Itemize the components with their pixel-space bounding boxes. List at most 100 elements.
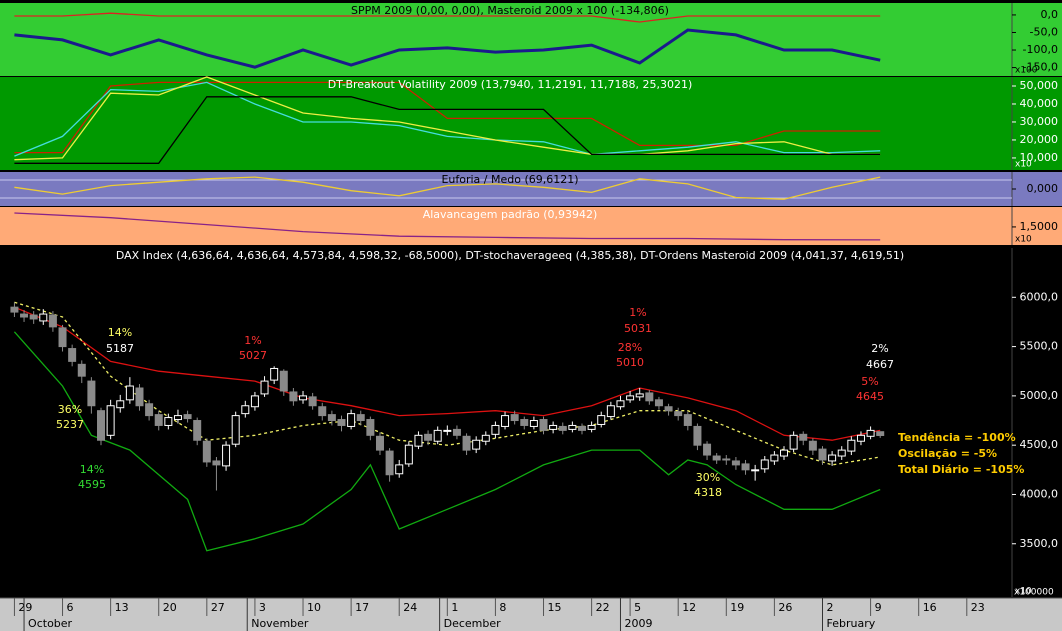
indicator-line — [14, 81, 881, 157]
x-tick-label: 22 — [596, 601, 610, 614]
x-tick-label: 19 — [730, 601, 744, 614]
candle-body — [48, 314, 57, 328]
x-tick-label: 17 — [355, 601, 369, 614]
candle-body — [106, 405, 115, 436]
panel-background — [0, 172, 1062, 206]
x-tick-label: 20 — [163, 601, 177, 614]
candle-body — [520, 419, 529, 426]
axis-multiplier: x10 — [1015, 160, 1032, 170]
y-tick-label: 0,000 — [1027, 182, 1059, 195]
annotation: 4318 — [694, 486, 722, 499]
annotation: 36% — [58, 403, 82, 416]
candle-body — [77, 363, 86, 377]
annotation: 4595 — [78, 478, 106, 491]
candle-body — [193, 420, 202, 441]
y-tick-label: 20,000 — [1020, 133, 1059, 146]
candle-body — [876, 431, 885, 436]
candle-body — [308, 396, 317, 407]
candle-body — [135, 387, 144, 407]
y-tick-label: 40,000 — [1020, 97, 1059, 110]
y-tick-label: 3500,0 — [1020, 537, 1059, 550]
y-tick-label: 5500,0 — [1020, 340, 1059, 353]
panel-background — [0, 77, 1062, 170]
candle-body — [443, 429, 452, 432]
candle-body — [616, 400, 625, 408]
candle-body — [58, 327, 67, 348]
annotation: 2% — [871, 342, 888, 355]
candle-body — [818, 448, 827, 461]
y-tick-label: 0,0 — [1041, 8, 1059, 21]
x-axis-multiplier: x100000 — [1014, 588, 1054, 598]
candle-body — [510, 414, 519, 422]
candle-body — [703, 443, 712, 456]
month-label: November — [251, 617, 309, 630]
panel-title: Euforia / Medo (69,6121) — [441, 173, 578, 186]
candle-body — [29, 314, 38, 320]
month-label: October — [28, 617, 72, 630]
candle-body — [20, 313, 29, 318]
candle-body — [837, 449, 846, 457]
x-tick-label: 29 — [18, 601, 32, 614]
indicator-line — [14, 28, 881, 69]
candle-body — [780, 449, 789, 457]
candle-body — [539, 419, 548, 431]
candle-body — [664, 406, 673, 412]
candle-body — [337, 419, 346, 426]
panel-title: DT-Breakout Volatility 2009 (13,7940, 11… — [328, 78, 693, 91]
y-tick-label: 4000,0 — [1020, 487, 1059, 500]
y-tick-label: 30,000 — [1020, 115, 1059, 128]
annotation: 5% — [861, 375, 878, 388]
y-tick-label: 4500,0 — [1020, 438, 1059, 451]
signal-note: Oscilação = -5% — [898, 447, 997, 460]
annotation: 1% — [244, 334, 261, 347]
x-tick-label: 12 — [682, 601, 696, 614]
panel-title: Alavancagem padrão (0,93942) — [423, 208, 598, 221]
x-tick-label: 13 — [115, 601, 129, 614]
candle-body — [414, 434, 423, 447]
candle-body — [289, 391, 298, 402]
x-tick-label: 8 — [499, 601, 506, 614]
annotation: 4645 — [856, 390, 884, 403]
candle-body — [183, 414, 192, 420]
candle-body — [770, 454, 779, 462]
indicator-line — [13, 331, 881, 552]
x-tick-label: 15 — [548, 601, 562, 614]
month-label: December — [444, 617, 502, 630]
y-tick-label: 50,000 — [1020, 79, 1059, 92]
x-tick-label: 26 — [778, 601, 792, 614]
candle-body — [327, 414, 336, 422]
candle-body — [606, 405, 615, 418]
candle-body — [712, 455, 721, 461]
x-tick-label: 10 — [307, 601, 321, 614]
x-tick-label: 3 — [259, 601, 266, 614]
candle-body — [68, 348, 77, 362]
candle-body — [385, 450, 394, 476]
candle-body — [145, 403, 154, 417]
candle-body — [683, 414, 692, 426]
indicator-line — [14, 306, 881, 441]
candle-body — [501, 415, 510, 427]
candle-body — [828, 454, 837, 462]
y-tick-label: 10,000 — [1020, 151, 1059, 164]
indicator-line — [14, 301, 881, 466]
signal-note: Total Diário = -105% — [898, 463, 1024, 476]
candle-body — [10, 306, 19, 313]
month-label: 2009 — [624, 617, 652, 630]
indicator-line — [14, 176, 881, 200]
candle-body — [866, 429, 875, 437]
x-axis-background — [0, 598, 1062, 631]
candle-body — [87, 380, 96, 407]
axis-multiplier: x100 — [1015, 66, 1038, 76]
x-tick-label: 5 — [634, 601, 641, 614]
annotation: 14% — [80, 463, 104, 476]
panel-background — [0, 207, 1062, 245]
candle-body — [452, 428, 461, 436]
panel-background — [0, 3, 1062, 76]
x-tick-label: 27 — [211, 601, 225, 614]
candle-body — [222, 444, 231, 467]
candle-body — [97, 410, 106, 441]
panel-title: SPPM 2009 (0,00, 0,00), Masteroid 2009 x… — [351, 4, 669, 17]
candle-body — [424, 433, 433, 441]
